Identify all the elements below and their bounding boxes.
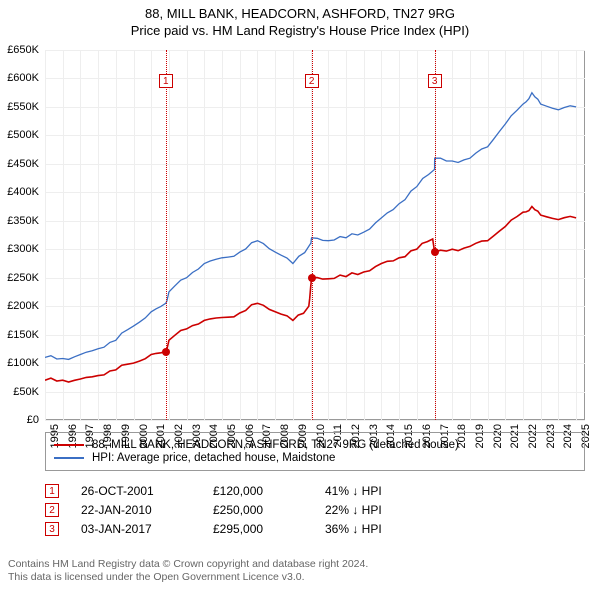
- footer: Contains HM Land Registry data © Crown c…: [8, 558, 368, 584]
- sale-vline: [435, 50, 436, 420]
- sale-marker: 2: [305, 74, 319, 88]
- series-property: [45, 50, 585, 420]
- y-axis-label: £250K: [7, 272, 39, 284]
- chart-subtitle: Price paid vs. HM Land Registry's House …: [4, 23, 596, 38]
- legend-label-property: 88, MILL BANK, HEADCORN, ASHFORD, TN27 9…: [92, 439, 459, 451]
- y-axis-label: £200K: [7, 300, 39, 312]
- legend-swatch-property: [54, 444, 84, 446]
- sale-point: [431, 248, 439, 256]
- legend-item-hpi: HPI: Average price, detached house, Maid…: [54, 452, 576, 464]
- y-axis-label: £650K: [7, 44, 39, 56]
- y-axis-label: £300K: [7, 243, 39, 255]
- sale-marker-ref: 3: [45, 522, 59, 536]
- y-axis-label: £600K: [7, 72, 39, 84]
- sale-point: [308, 274, 316, 282]
- footer-line-1: Contains HM Land Registry data © Crown c…: [8, 558, 368, 571]
- sale-diff: 36% ↓ HPI: [325, 522, 382, 536]
- legend-item-property: 88, MILL BANK, HEADCORN, ASHFORD, TN27 9…: [54, 439, 576, 451]
- y-axis-label: £150K: [7, 329, 39, 341]
- plot-area: £0£50K£100K£150K£200K£250K£300K£350K£400…: [45, 50, 585, 420]
- titles: 88, MILL BANK, HEADCORN, ASHFORD, TN27 9…: [0, 0, 600, 40]
- sale-date: 03-JAN-2017: [81, 522, 191, 536]
- y-axis-label: £550K: [7, 101, 39, 113]
- sale-date: 22-JAN-2010: [81, 503, 191, 517]
- sale-marker-ref: 1: [45, 484, 59, 498]
- sale-marker-ref: 2: [45, 503, 59, 517]
- footer-line-2: This data is licensed under the Open Gov…: [8, 571, 368, 584]
- y-axis-label: £450K: [7, 158, 39, 170]
- sale-date: 26-OCT-2001: [81, 484, 191, 498]
- sale-vline: [166, 50, 167, 420]
- y-axis-label: £500K: [7, 129, 39, 141]
- gridline-h: [45, 420, 585, 421]
- sale-row: 3 03-JAN-2017 £295,000 36% ↓ HPI: [45, 522, 585, 536]
- sale-row: 1 26-OCT-2001 £120,000 41% ↓ HPI: [45, 484, 585, 498]
- sale-diff: 41% ↓ HPI: [325, 484, 382, 498]
- y-axis-label: £400K: [7, 186, 39, 198]
- sales-table: 1 26-OCT-2001 £120,000 41% ↓ HPI 2 22-JAN-201…: [45, 479, 585, 541]
- sale-price: £295,000: [213, 522, 303, 536]
- y-axis-label: £350K: [7, 215, 39, 227]
- sale-marker: 3: [428, 74, 442, 88]
- y-axis-label: £0: [27, 414, 39, 426]
- sale-diff: 22% ↓ HPI: [325, 503, 382, 517]
- y-axis-label: £100K: [7, 357, 39, 369]
- sale-price: £250,000: [213, 503, 303, 517]
- sale-vline: [312, 50, 313, 420]
- sale-marker: 1: [159, 74, 173, 88]
- sale-point: [162, 348, 170, 356]
- figure: 88, MILL BANK, HEADCORN, ASHFORD, TN27 9…: [0, 0, 600, 590]
- legend-swatch-hpi: [54, 457, 84, 459]
- legend-label-hpi: HPI: Average price, detached house, Maid…: [92, 452, 335, 464]
- y-axis-label: £50K: [13, 386, 39, 398]
- sale-price: £120,000: [213, 484, 303, 498]
- legend: 88, MILL BANK, HEADCORN, ASHFORD, TN27 9…: [45, 432, 585, 471]
- chart-title: 88, MILL BANK, HEADCORN, ASHFORD, TN27 9…: [4, 6, 596, 21]
- sale-row: 2 22-JAN-2010 £250,000 22% ↓ HPI: [45, 503, 585, 517]
